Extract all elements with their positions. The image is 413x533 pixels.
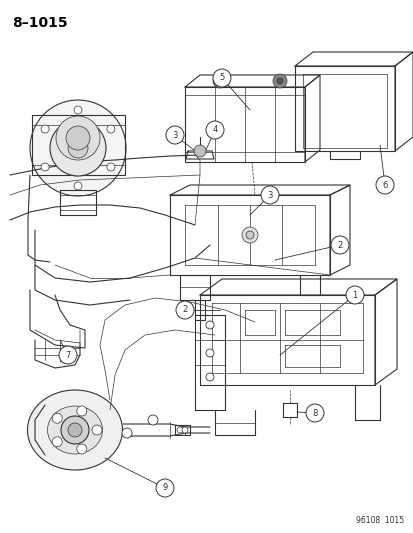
Circle shape <box>276 78 282 84</box>
Circle shape <box>182 427 188 433</box>
Circle shape <box>52 413 62 423</box>
Text: 3: 3 <box>172 131 177 140</box>
Circle shape <box>206 321 214 329</box>
Circle shape <box>56 116 100 160</box>
Circle shape <box>30 100 126 196</box>
Text: 96108  1015: 96108 1015 <box>355 516 403 525</box>
Circle shape <box>147 415 158 425</box>
Text: 1: 1 <box>351 290 357 300</box>
Circle shape <box>68 423 82 437</box>
Circle shape <box>156 479 173 497</box>
Circle shape <box>59 346 77 364</box>
Circle shape <box>41 163 49 171</box>
Text: 9: 9 <box>162 483 167 492</box>
Circle shape <box>77 444 87 454</box>
Circle shape <box>166 126 183 144</box>
Circle shape <box>61 416 89 444</box>
Circle shape <box>176 301 194 319</box>
Ellipse shape <box>47 406 102 454</box>
Circle shape <box>77 406 87 416</box>
Circle shape <box>212 74 226 88</box>
Circle shape <box>107 125 115 133</box>
Circle shape <box>305 404 323 422</box>
Circle shape <box>245 231 254 239</box>
Text: 8–1015: 8–1015 <box>12 16 67 30</box>
Text: 8: 8 <box>311 408 317 417</box>
Circle shape <box>122 428 132 438</box>
Text: 7: 7 <box>65 351 71 359</box>
Circle shape <box>216 78 223 84</box>
Circle shape <box>345 286 363 304</box>
Circle shape <box>272 74 286 88</box>
Circle shape <box>242 227 257 243</box>
Circle shape <box>260 186 278 204</box>
Circle shape <box>206 373 214 381</box>
Circle shape <box>375 176 393 194</box>
Circle shape <box>194 145 206 157</box>
Circle shape <box>41 125 49 133</box>
Text: 2: 2 <box>182 305 187 314</box>
Circle shape <box>330 236 348 254</box>
Circle shape <box>206 349 214 357</box>
Circle shape <box>50 120 106 176</box>
Circle shape <box>177 427 183 433</box>
Circle shape <box>66 126 90 150</box>
Circle shape <box>206 121 223 139</box>
Circle shape <box>212 69 230 87</box>
Circle shape <box>92 425 102 435</box>
Circle shape <box>52 437 62 447</box>
Text: 3: 3 <box>267 190 272 199</box>
Text: 5: 5 <box>219 74 224 83</box>
Ellipse shape <box>27 390 122 470</box>
Circle shape <box>74 106 82 114</box>
Text: 6: 6 <box>381 181 387 190</box>
Text: 2: 2 <box>337 240 342 249</box>
Circle shape <box>74 182 82 190</box>
Text: 4: 4 <box>212 125 217 134</box>
Circle shape <box>107 163 115 171</box>
Circle shape <box>68 138 88 158</box>
